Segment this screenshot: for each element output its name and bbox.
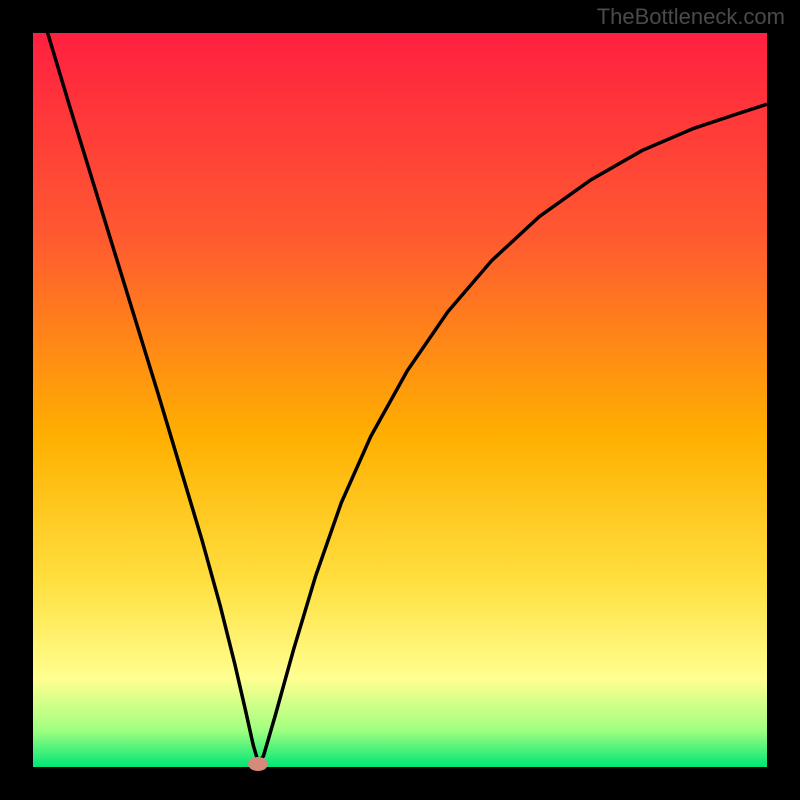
chart-plot-area — [33, 33, 767, 767]
chart-svg — [33, 33, 767, 767]
watermark-text: TheBottleneck.com — [597, 4, 785, 30]
minimum-marker — [248, 757, 268, 771]
bottleneck-curve — [33, 0, 767, 763]
